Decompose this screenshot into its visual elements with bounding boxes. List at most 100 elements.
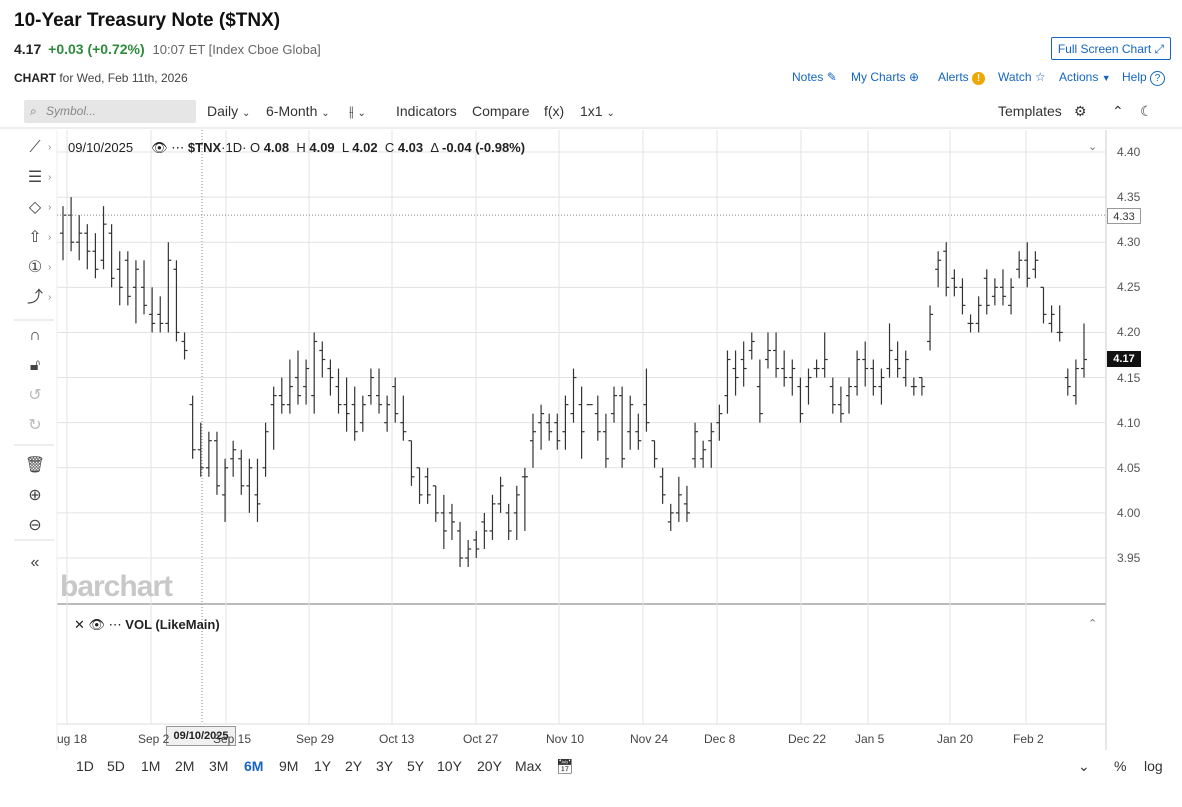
eye-icon[interactable]: 👁︎ bbox=[88, 617, 106, 632]
ohlc-bar bbox=[594, 395, 601, 441]
double-chevron-down-icon[interactable]: ⌄ bbox=[1078, 758, 1090, 774]
ohlc-bar bbox=[157, 296, 164, 333]
ohlc-bar bbox=[546, 413, 553, 441]
interval-select[interactable]: Daily ⌄ bbox=[207, 103, 251, 119]
ohlc-bar bbox=[497, 476, 504, 513]
range-5d-button[interactable]: 5D bbox=[107, 758, 125, 774]
chart-date: for Wed, Feb 11th, 2026 bbox=[59, 71, 188, 85]
range-10y-button[interactable]: 10Y bbox=[437, 758, 462, 774]
star-icon: ☆ bbox=[1034, 70, 1046, 84]
y-tick-label: 4.30 bbox=[1117, 235, 1141, 250]
collapse-left-icon[interactable]: « bbox=[30, 554, 40, 571]
chevron-right-icon[interactable]: › bbox=[48, 202, 52, 213]
chevron-right-icon[interactable]: › bbox=[48, 232, 52, 243]
gear-icon[interactable]: ⚙ bbox=[1074, 103, 1087, 119]
range-6m-button[interactable]: 6M bbox=[244, 758, 264, 774]
ohlc-bar bbox=[286, 359, 293, 414]
ohlc-bar bbox=[837, 386, 844, 423]
calendar-icon[interactable]: 📅︎ bbox=[556, 758, 574, 774]
ohlc-bar bbox=[529, 413, 536, 468]
alerts-link[interactable]: Alerts ! bbox=[938, 70, 986, 85]
ohlc-bar bbox=[116, 251, 123, 306]
redo-icon[interactable]: ↻ bbox=[28, 417, 42, 434]
symbol-input[interactable]: ⌕ Symbol... bbox=[24, 100, 196, 123]
my-charts-link[interactable]: My Charts ⊕ bbox=[851, 70, 920, 84]
ohlc-bar bbox=[692, 422, 699, 468]
ohlc-bar bbox=[805, 368, 812, 405]
full-screen-chart-button[interactable]: Full Screen Chart ⤢ bbox=[1051, 37, 1171, 60]
range-1d-button[interactable]: 1D bbox=[76, 758, 94, 774]
shape-tool-icon[interactable]: ◇ bbox=[28, 199, 42, 216]
measure-tool-icon[interactable]: ⤴ bbox=[26, 289, 43, 306]
chart-label: CHART for Wed, Feb 11th, 2026 bbox=[14, 71, 188, 85]
ohlc-bar bbox=[570, 368, 577, 423]
zoom-in-icon[interactable]: ⊕ bbox=[28, 487, 42, 504]
undo-icon[interactable]: ↺ bbox=[28, 387, 42, 404]
line-tool-icon[interactable]: ⟋ bbox=[29, 139, 41, 156]
ohlc-bar bbox=[732, 350, 739, 396]
range-3y-button[interactable]: 3Y bbox=[376, 758, 394, 774]
range-5y-button[interactable]: 5Y bbox=[407, 758, 425, 774]
chevron-up-icon[interactable]: ⌃ bbox=[1088, 618, 1098, 630]
ohlc-bar bbox=[943, 242, 950, 297]
barchart-watermark: barchart bbox=[60, 570, 173, 603]
ohlc-bar bbox=[1064, 368, 1071, 396]
period-select[interactable]: 6-Month ⌄ bbox=[266, 103, 330, 119]
range-1m-button[interactable]: 1M bbox=[141, 758, 161, 774]
indicators-button[interactable]: Indicators bbox=[396, 103, 457, 119]
more-icon[interactable]: ⋯ bbox=[171, 140, 185, 155]
ohlc-bar bbox=[854, 350, 861, 396]
x-tick-label: Sep 29 bbox=[296, 732, 335, 746]
unlock-icon[interactable]: 🔓︎ bbox=[29, 357, 41, 374]
collapse-up-icon[interactable]: ⌃ bbox=[1112, 103, 1124, 119]
ohlc-bar bbox=[165, 242, 172, 333]
chevron-right-icon[interactable]: › bbox=[48, 292, 52, 303]
ohlc-bar bbox=[619, 386, 626, 468]
notes-link[interactable]: Notes ✎ bbox=[792, 70, 837, 84]
range-2m-button[interactable]: 2M bbox=[175, 758, 195, 774]
magnet-icon[interactable]: ∩ bbox=[29, 327, 41, 344]
log-scale-toggle[interactable]: log bbox=[1144, 758, 1163, 774]
chevron-right-icon[interactable]: › bbox=[48, 142, 52, 153]
x-tick-label: ug 18 bbox=[57, 732, 88, 746]
close-icon[interactable]: ✕ bbox=[74, 617, 85, 632]
range-9m-button[interactable]: 9M bbox=[279, 758, 299, 774]
more-icon[interactable]: ⋯ bbox=[108, 617, 122, 632]
range-20y-button[interactable]: 20Y bbox=[477, 758, 502, 774]
ohlc-bar bbox=[448, 503, 455, 540]
chevron-down-icon[interactable]: ⌄ bbox=[1088, 141, 1098, 153]
eye-icon[interactable]: 👁︎ bbox=[151, 140, 168, 155]
templates-button[interactable]: Templates bbox=[998, 103, 1062, 119]
actions-menu[interactable]: Actions ▼ bbox=[1059, 70, 1111, 84]
range-max-button[interactable]: Max bbox=[515, 758, 542, 774]
help-link[interactable]: Help ? bbox=[1122, 70, 1166, 86]
ohlc-bar bbox=[222, 458, 229, 522]
x-tick-label: Oct 13 bbox=[379, 732, 415, 746]
annotation-tool-icon[interactable]: ① bbox=[27, 259, 43, 276]
ohlc-bar bbox=[400, 395, 407, 441]
ohlc-bar bbox=[789, 359, 796, 396]
info-open: 4.08 bbox=[263, 140, 290, 155]
last-price-label: 4.17 bbox=[1107, 351, 1141, 367]
trash-icon[interactable]: 🗑︎ bbox=[24, 457, 46, 474]
bar-type-select[interactable]: ⫲ ⌄ bbox=[349, 103, 366, 120]
y-tick-label: 4.40 bbox=[1117, 145, 1141, 159]
range-1y-button[interactable]: 1Y bbox=[314, 758, 332, 774]
layout-select[interactable]: 1x1 ⌄ bbox=[580, 103, 615, 119]
percent-scale-toggle[interactable]: % bbox=[1114, 758, 1127, 774]
compare-button[interactable]: Compare bbox=[472, 103, 530, 119]
range-2y-button[interactable]: 2Y bbox=[345, 758, 363, 774]
range-3m-button[interactable]: 3M bbox=[209, 758, 229, 774]
chevron-right-icon[interactable]: › bbox=[48, 172, 52, 183]
ohlc-bar bbox=[108, 224, 115, 288]
ohlc-bar bbox=[602, 413, 609, 468]
fx-button[interactable]: f(x) bbox=[544, 103, 565, 119]
fib-tool-icon[interactable]: ☰ bbox=[27, 169, 43, 186]
zoom-out-icon[interactable]: ⊖ bbox=[28, 517, 42, 534]
ohlc-bar bbox=[351, 386, 358, 441]
watch-link[interactable]: Watch ☆ bbox=[998, 70, 1046, 84]
moon-icon[interactable]: ☾ bbox=[1140, 103, 1153, 119]
chevron-right-icon[interactable]: › bbox=[48, 262, 52, 273]
arrow-tool-icon[interactable]: ⇧ bbox=[28, 229, 42, 246]
